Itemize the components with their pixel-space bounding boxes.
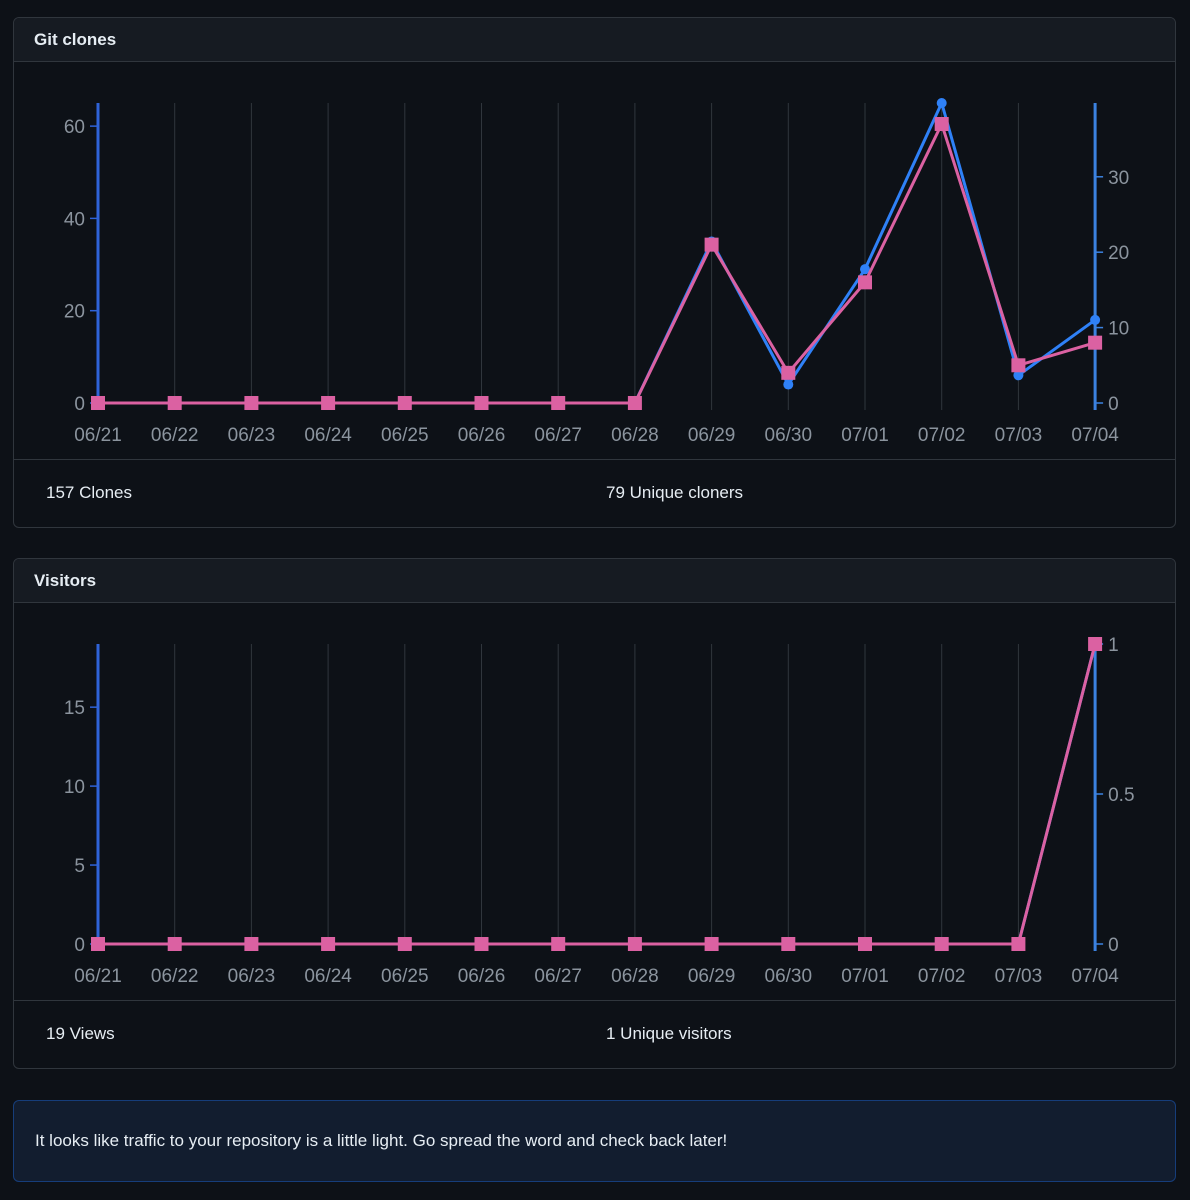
visitors-unique-visitors-point [781,937,796,951]
visitors-unique-visitors-point [1011,937,1026,951]
visitors-views-line [98,643,1097,946]
visitors-x-tick-label: 06/21 [74,966,122,987]
visitors-unique-visitors-point [167,937,182,951]
clones-stats: 157 Clones 79 Unique cloners [14,460,1175,525]
visitors-x-tick-label: 06/22 [151,966,199,987]
visitors-left-tick-label: 10 [64,777,85,798]
unique-cloners-count: 79 Unique cloners [606,483,744,502]
visitors-left-tick-label: 15 [64,698,85,719]
visitors-unique-visitors-point [858,937,872,951]
clones-chart-area: 0 20 40 60 0 10 20 30 06/21 06/22 06/23 06/24 06/25 0… [14,62,1175,460]
clones-chart: 0 20 40 60 0 10 20 30 06/21 06/22 06/23 06/24 06/25 0… [64,98,1129,446]
visitors-chart: 0 5 10 15 0 0.5 1 06/21 06/22 06/23 06/24 06/25 06/2… [64,635,1135,987]
clones-x-tick-label: 06/28 [611,425,659,446]
clones-unique-cloners-point [474,396,489,410]
visitors-x-tick-label: 06/30 [765,966,813,987]
visitors-x-tick-label: 07/01 [841,966,889,987]
clones-left-tick-label: 40 [64,209,85,230]
visitors-x-tick-label: 06/27 [534,966,582,987]
visitors-x-tick-label: 06/23 [228,966,276,987]
visitors-x-tick-label: 07/04 [1071,966,1119,987]
clones-unique-cloners-line [98,122,1096,405]
clones-unique-cloners-point [397,396,412,410]
unique-visitors-count: 1 Unique visitors [606,1024,732,1043]
clones-x-tick-label: 07/01 [841,425,889,446]
visitors-left-tick-label: 0 [74,935,85,956]
visitors-x-tick-label: 06/26 [458,966,506,987]
clones-clones-point [1013,370,1024,381]
visitors-unique-visitors-point [91,937,105,951]
visitors-panel: Visitors 0 5 10 15 0 0.5 1 06/21 06/22 06/23 06/24… [13,558,1176,1069]
visitors-unique-visitors-point [1088,637,1103,651]
clones-right-tick-label: 20 [1108,243,1129,264]
visitors-unique-visitors-point [321,937,336,951]
visitors-x-tick-label: 06/28 [611,966,659,987]
clones-x-tick-label: 06/21 [74,425,122,446]
clones-panel-header: Git clones [14,18,1175,62]
clones-left-tick-label: 60 [64,117,85,138]
clones-clones-point [936,98,947,108]
visitors-x-tick-label: 06/25 [381,966,429,987]
visitors-right-tick-label: 0 [1108,935,1119,956]
clones-unique-cloners-point [1088,335,1103,350]
clones-unique-cloners-point [321,396,336,410]
clones-unique-cloners-point [244,396,259,410]
visitors-unique-visitors-line [98,643,1097,946]
clones-unique-cloners-point [551,396,566,410]
clones-unique-cloners-point [167,396,182,410]
clones-unique-cloners-point [91,396,105,410]
clones-unique-cloners-point [704,237,719,252]
total-views-count: 19 Views [46,1024,115,1043]
visitors-x-tick-label: 07/02 [918,966,966,987]
clones-x-tick-label: 06/26 [458,425,506,446]
total-clones-count: 157 Clones [46,483,133,502]
clones-unique-cloners-point [627,396,642,410]
visitors-title: Visitors [34,570,97,590]
clones-right-tick-label: 10 [1108,319,1129,340]
visitors-chart-area: 0 5 10 15 0 0.5 1 06/21 06/22 06/23 06/24 06/25 06/2… [14,603,1175,1001]
clones-x-tick-label: 06/25 [381,425,429,446]
clones-x-tick-label: 06/29 [688,425,736,446]
visitors-stats: 19 Views 1 Unique visitors [14,1001,1175,1066]
visitors-x-tick-label: 06/24 [304,966,352,987]
clones-right-tick-label: 0 [1108,394,1119,415]
visitors-unique-visitors-point [244,937,259,951]
clones-x-tick-label: 06/24 [304,425,352,446]
clones-unique-cloners-point [1011,358,1026,373]
clones-x-tick-label: 06/23 [228,425,276,446]
visitors-unique-visitors-point [551,937,566,951]
clones-x-tick-label: 07/03 [995,425,1043,446]
clones-unique-cloners-point [858,275,872,290]
visitors-unique-visitors-point [474,937,489,951]
clones-x-tick-label: 06/30 [765,425,813,446]
clones-left-tick-label: 20 [64,302,85,323]
clones-title: Git clones [34,29,117,49]
visitors-x-tick-label: 06/29 [688,966,736,987]
clones-clones-point [1090,314,1101,325]
visitors-unique-visitors-point [934,937,949,951]
clones-left-tick-label: 0 [74,394,85,415]
visitors-unique-visitors-point [704,937,719,951]
clones-clones-point [783,379,794,390]
clones-right-tick-label: 30 [1108,168,1129,189]
low-traffic-notice-text: It looks like traffic to your repository… [35,1131,728,1150]
clones-x-tick-label: 06/27 [534,425,582,446]
visitors-right-tick-label: 1 [1108,635,1119,656]
visitors-left-tick-label: 5 [74,856,85,877]
visitors-panel-header: Visitors [14,559,1175,603]
clones-panel: Git clones 0 20 40 60 0 10 20 30 06/21 06/22 06/23… [13,17,1176,528]
low-traffic-notice: It looks like traffic to your repository… [13,1100,1176,1182]
clones-unique-cloners-point [781,365,796,380]
clones-unique-cloners-point [934,117,949,131]
visitors-unique-visitors-point [397,937,412,951]
clones-clones-line [98,101,1096,405]
visitors-x-tick-label: 07/03 [995,966,1043,987]
visitors-right-tick-label: 0.5 [1108,785,1134,806]
clones-clones-point [860,264,870,275]
clones-x-tick-label: 07/04 [1071,425,1119,446]
clones-x-tick-label: 07/02 [918,425,966,446]
clones-x-tick-label: 06/22 [151,425,199,446]
visitors-unique-visitors-point [627,937,642,951]
